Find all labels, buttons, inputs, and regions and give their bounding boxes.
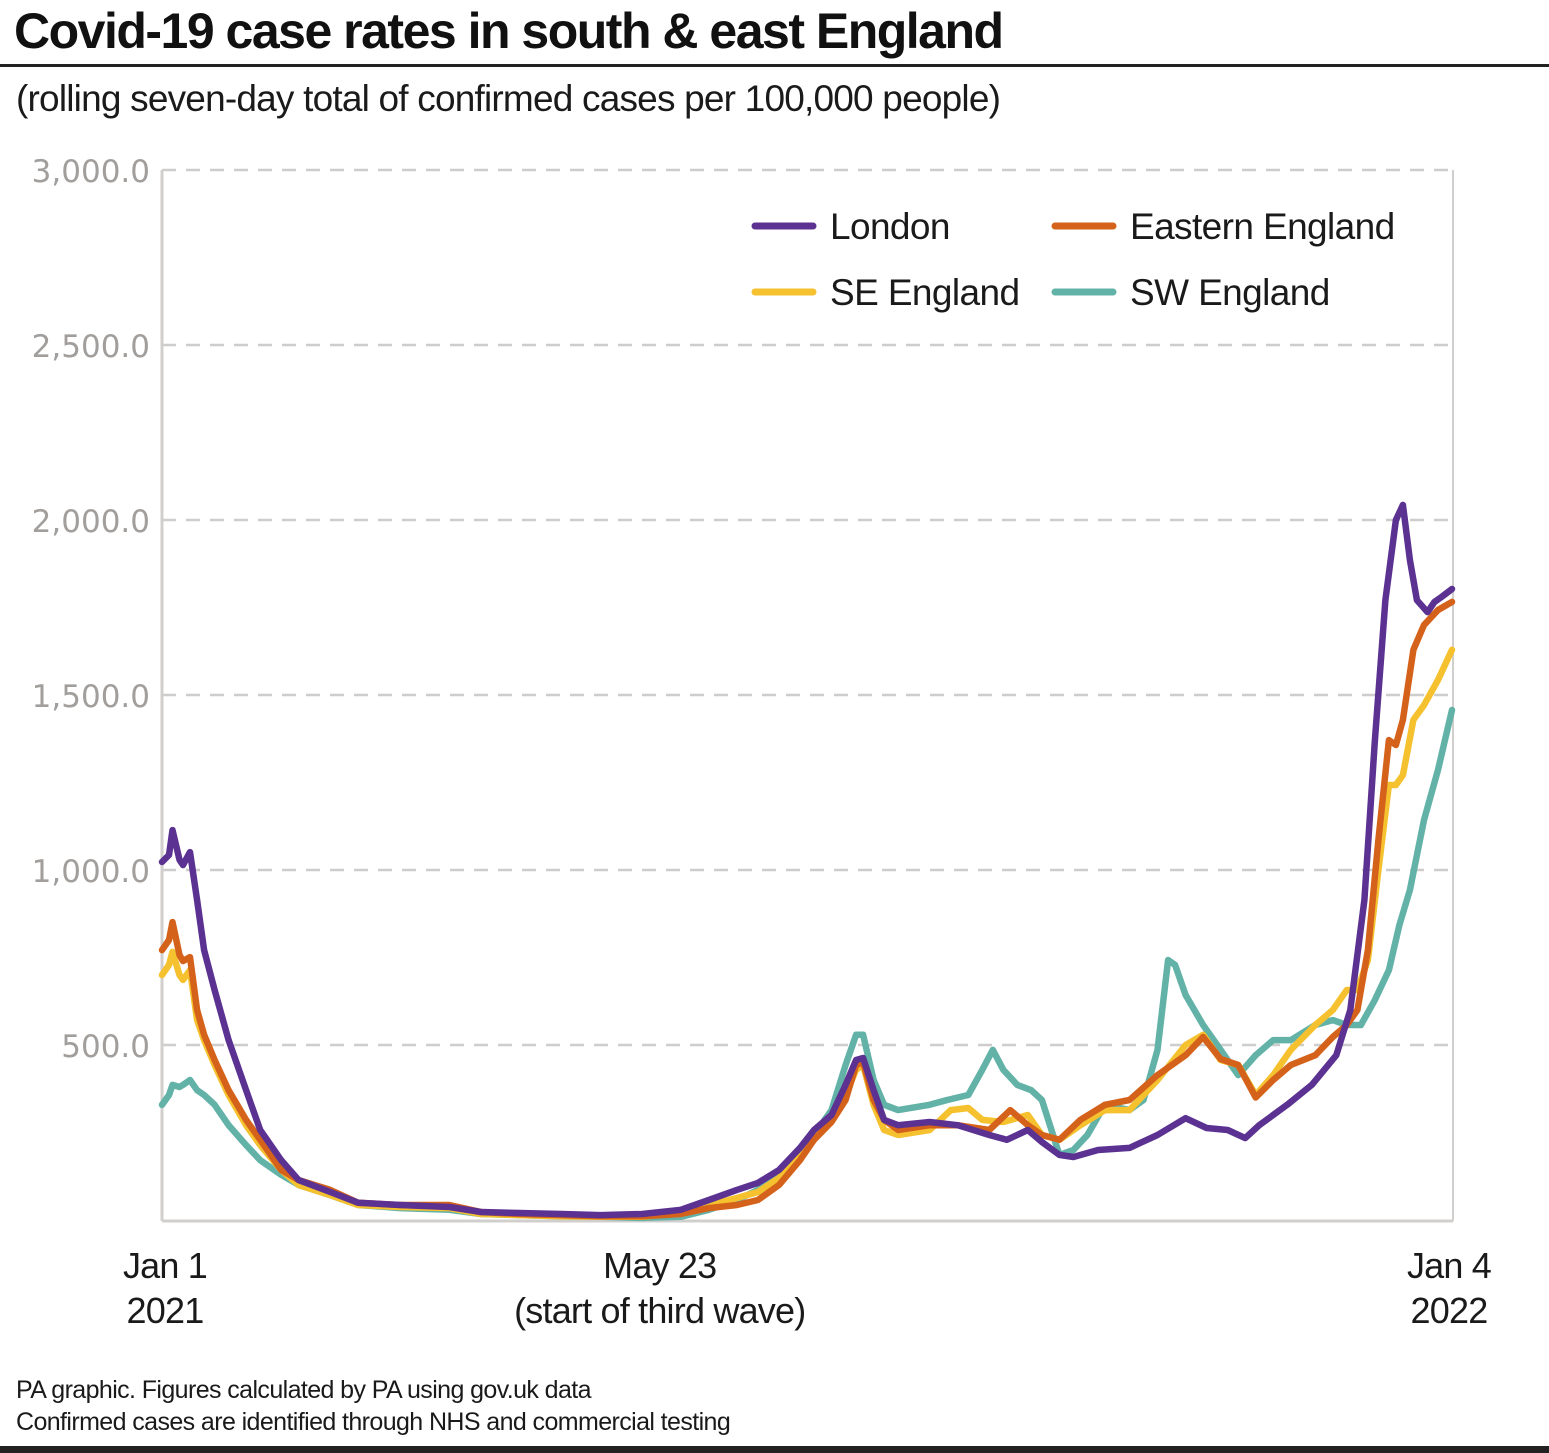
- y-axis-tick-labels: 500.0 1,000.0 1,500.0 2,000.0 2,500.0 3,000.0: [32, 154, 150, 1065]
- legend-item-london: London: [751, 206, 950, 247]
- legend-label: London: [830, 206, 950, 247]
- legend-label: Eastern England: [1130, 206, 1395, 247]
- y-tick-label: 3,000.0: [32, 154, 150, 190]
- x-tick-label: May 23: [603, 1245, 716, 1286]
- series-lines: [158, 501, 1456, 1222]
- x-tick-sublabel: (start of third wave): [514, 1290, 805, 1331]
- x-tick-sublabel: 2022: [1411, 1290, 1488, 1331]
- legend-label: SW England: [1130, 272, 1330, 313]
- legend-item-eastern-england: Eastern England: [1051, 206, 1395, 247]
- legend: London Eastern England SE England SW Englan…: [751, 206, 1395, 313]
- legend-item-sw-england: SW England: [1051, 272, 1330, 313]
- series-line-london: [158, 501, 1456, 1219]
- title-divider: [0, 64, 1549, 67]
- x-tick-label: Jan 1: [123, 1245, 207, 1286]
- y-tick-label: 1,000.0: [32, 854, 150, 890]
- chart-subtitle: (rolling seven-day total of confirmed ca…: [16, 78, 1001, 119]
- y-tick-label: 500.0: [61, 1029, 150, 1065]
- y-tick-label: 2,000.0: [32, 504, 150, 540]
- chart-title: Covid-19 case rates in south & east Engl…: [14, 3, 1004, 59]
- series-line-sw-england: [158, 706, 1456, 1222]
- y-tick-label: 2,500.0: [32, 329, 150, 365]
- y-tick-label: 1,500.0: [32, 679, 150, 715]
- bottom-rule: [0, 1446, 1549, 1453]
- legend-item-se-england: SE England: [751, 272, 1020, 313]
- footer-note: Confirmed cases are identified through N…: [16, 1408, 731, 1436]
- x-tick-label: Jan 4: [1407, 1245, 1491, 1286]
- legend-label: SE England: [830, 272, 1019, 313]
- x-tick-sublabel: 2021: [127, 1290, 204, 1331]
- series-line-se-england: [158, 646, 1456, 1221]
- footer-source: PA graphic. Figures calculated by PA usi…: [16, 1376, 592, 1404]
